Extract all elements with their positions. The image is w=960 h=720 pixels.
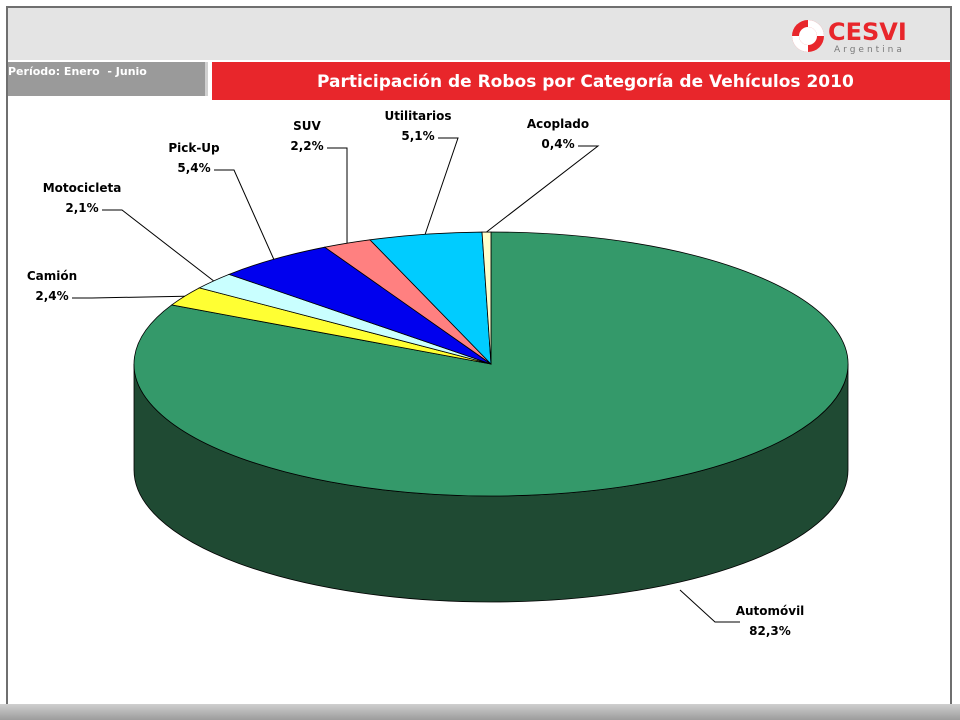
slice-name-suv: SUV	[293, 119, 321, 133]
slice-value-camion: 2,4%	[35, 289, 68, 303]
leader-line-camion	[72, 295, 185, 299]
slice-name-utilitarios: Utilitarios	[384, 109, 451, 123]
logo-brand: CESVI	[828, 18, 907, 46]
leader-line-pick-up	[214, 169, 275, 260]
cesvi-logo: CESVI Argentina	[792, 18, 907, 55]
period-label: Período: Enero - Junio	[8, 65, 147, 78]
slice-name-acoplado: Acoplado	[527, 117, 589, 131]
slice-name-automovil: Automóvil	[736, 604, 805, 618]
slice-value-suv: 2,2%	[290, 139, 323, 153]
title-box: Participación de Robos por Categoría de …	[212, 62, 950, 100]
slice-name-pick-up: Pick-Up	[168, 141, 220, 155]
slice-value-utilitarios: 5,1%	[401, 129, 434, 143]
logo-sub: Argentina	[834, 45, 905, 55]
leader-line-acoplado	[486, 145, 600, 233]
bottom-bar	[0, 704, 960, 720]
slice-value-acoplado: 0,4%	[541, 137, 574, 151]
leader-line-motocicleta	[102, 209, 214, 282]
slice-name-camion: Camión	[27, 269, 77, 283]
leader-line-automovil	[679, 589, 740, 623]
leader-line-utilitarios	[424, 137, 459, 235]
period-box: Período: Enero - Junio	[8, 62, 208, 96]
slice-value-motocicleta: 2,1%	[65, 201, 98, 215]
slice-name-motocicleta: Motocicleta	[43, 181, 122, 195]
slice-value-automovil: 82,3%	[749, 624, 791, 638]
page-title: Participación de Robos por Categoría de …	[317, 72, 854, 92]
slice-value-pick-up: 5,4%	[177, 161, 210, 175]
leader-line-suv	[327, 147, 348, 244]
